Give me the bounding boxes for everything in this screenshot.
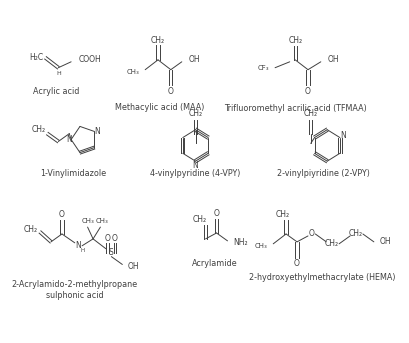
Text: O: O: [294, 259, 300, 268]
Text: Acrylamide: Acrylamide: [192, 259, 238, 268]
Text: H: H: [80, 248, 84, 253]
Text: CH₃: CH₃: [127, 69, 140, 75]
Text: CH₃: CH₃: [81, 218, 94, 224]
Text: CH₂: CH₂: [348, 229, 363, 238]
Text: N: N: [340, 131, 346, 140]
Text: CF₃: CF₃: [258, 65, 270, 71]
Text: 2-hydroxyethylmethacrylate (HEMA): 2-hydroxyethylmethacrylate (HEMA): [249, 273, 396, 282]
Text: N: N: [193, 161, 198, 169]
Text: N: N: [76, 241, 81, 250]
Text: O: O: [305, 87, 311, 96]
Text: OH: OH: [128, 262, 139, 271]
Text: CH₂: CH₂: [325, 239, 339, 248]
Text: O: O: [309, 229, 315, 238]
Text: 1-Vinylimidazole: 1-Vinylimidazole: [40, 169, 106, 178]
Text: OH: OH: [188, 55, 200, 64]
Text: CH₂: CH₂: [288, 36, 302, 45]
Text: O: O: [59, 210, 65, 219]
Text: CH₃: CH₃: [96, 218, 109, 224]
Text: CH₂: CH₂: [31, 125, 45, 134]
Text: CH₂: CH₂: [275, 210, 290, 219]
Text: CH₂: CH₂: [151, 36, 165, 45]
Text: O: O: [105, 234, 111, 244]
Text: COOH: COOH: [79, 55, 101, 64]
Text: NH₂: NH₂: [233, 238, 247, 247]
Text: S: S: [109, 248, 114, 257]
Text: Methacylic acid (MAA): Methacylic acid (MAA): [115, 103, 204, 112]
Text: 2-vinylpiyridine (2-VPY): 2-vinylpiyridine (2-VPY): [277, 169, 370, 178]
Text: O: O: [213, 209, 220, 218]
Text: OH: OH: [379, 237, 391, 246]
Text: O: O: [112, 234, 118, 244]
Text: OH: OH: [327, 55, 339, 64]
Text: CH₂: CH₂: [193, 215, 207, 224]
Text: CH₂: CH₂: [304, 109, 318, 118]
Text: N: N: [66, 135, 72, 144]
Text: H₂C: H₂C: [29, 54, 44, 62]
Text: CH₂: CH₂: [24, 225, 38, 234]
Text: H: H: [56, 71, 61, 76]
Text: 2-Acrylamido-2-methylpropane
sulphonic acid: 2-Acrylamido-2-methylpropane sulphonic a…: [12, 280, 138, 299]
Text: O: O: [168, 87, 174, 96]
Text: 4-vinylpyridine (4-VPY): 4-vinylpyridine (4-VPY): [151, 169, 240, 178]
Text: CH₃: CH₃: [255, 243, 268, 249]
Text: CH₂: CH₂: [189, 109, 202, 118]
Text: Acrylic acid: Acrylic acid: [33, 87, 80, 96]
Text: N: N: [94, 127, 100, 136]
Text: Trifluoromethyl acrilic acid (TFMAA): Trifluoromethyl acrilic acid (TFMAA): [224, 104, 366, 113]
